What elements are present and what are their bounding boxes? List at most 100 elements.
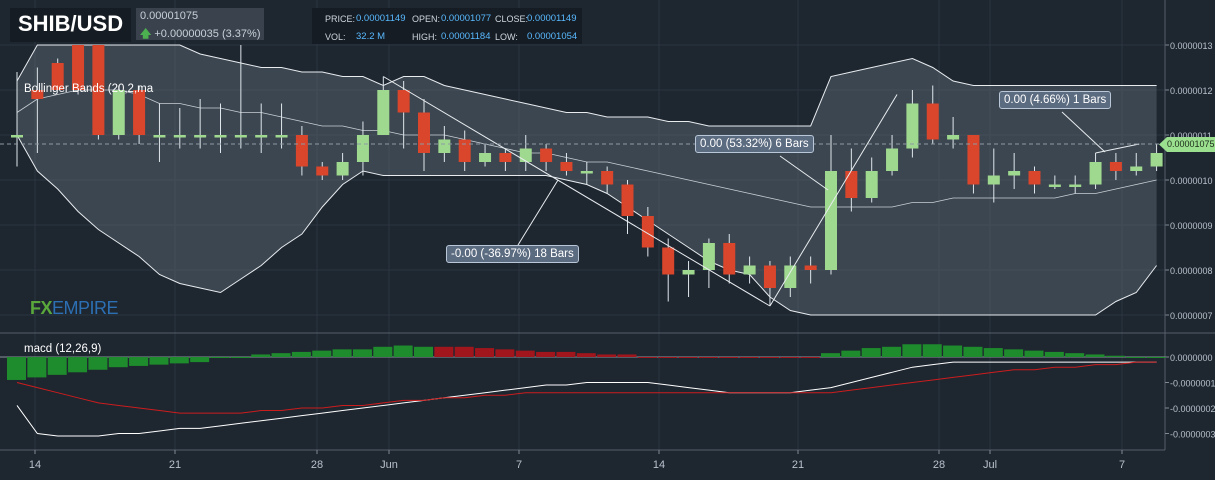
candle-body xyxy=(133,90,146,135)
vol-value: 32.2 M xyxy=(356,31,386,42)
candle-body xyxy=(1069,184,1082,187)
candle-body xyxy=(743,265,756,275)
candle-body xyxy=(92,45,105,135)
macd-histogram-bar xyxy=(352,349,372,357)
candle-body xyxy=(621,184,634,216)
macd-histogram-bar xyxy=(1105,355,1125,357)
x-tick-label: 28 xyxy=(933,459,945,471)
trend-line xyxy=(1095,143,1140,154)
price-label: PRICE: xyxy=(325,14,356,24)
candle-body xyxy=(377,90,390,135)
macd-histogram-bar xyxy=(515,350,535,357)
candle-body xyxy=(72,45,85,90)
macd-histogram-bar xyxy=(373,346,393,357)
macd-histogram-bar xyxy=(414,346,433,357)
macd-histogram-bar xyxy=(800,357,820,358)
x-tick-label: Jul xyxy=(983,459,997,471)
candle-body xyxy=(1109,162,1122,171)
candle-body xyxy=(31,90,44,99)
candle-body xyxy=(173,135,186,138)
candle-body xyxy=(702,243,715,270)
macd-histogram-bar xyxy=(230,357,250,358)
candle-body xyxy=(418,112,430,153)
macd-histogram-bar xyxy=(759,357,779,358)
open-value: 0.00001077 xyxy=(441,13,492,24)
macd-histogram-bar xyxy=(983,348,1003,357)
y-tick-label: -0.0000002 xyxy=(1170,404,1215,414)
macd-histogram-bar xyxy=(454,346,474,357)
candle-body xyxy=(601,171,614,185)
y-tick-label: 0.0000011 xyxy=(1170,131,1212,141)
y-tick-label: 0.0000007 xyxy=(1170,311,1213,321)
bollinger-upper-line xyxy=(16,44,1157,127)
macd-histogram-bar xyxy=(1044,351,1064,357)
candle-body xyxy=(51,63,64,90)
macd-histogram-bar xyxy=(780,357,800,358)
x-tick-label: 7 xyxy=(1119,459,1125,471)
macd-histogram-bar xyxy=(536,351,556,357)
current-price-flag: 0.00001075 xyxy=(1159,137,1215,152)
close-value: 0.00001149 xyxy=(527,13,577,24)
fxempire-logo: FXEMPIRE xyxy=(30,298,119,319)
candle-body xyxy=(255,135,268,138)
annotation-badge[interactable]: 0.00 (53.32%) 6 Bars xyxy=(695,135,814,153)
macd-histogram-bar xyxy=(556,351,576,357)
candle-body xyxy=(560,162,573,171)
macd-histogram-bar xyxy=(943,345,963,357)
y-tick-label: 0.0000000 xyxy=(1170,353,1213,363)
price-box xyxy=(136,8,264,40)
macd-histogram-bar xyxy=(1146,357,1166,358)
candle-body xyxy=(804,265,817,270)
macd-histogram-bar xyxy=(312,350,332,357)
annotation-badge[interactable]: -0.00 (-36.97%) 18 Bars xyxy=(446,245,579,263)
macd-label[interactable]: macd (12,26,9) xyxy=(24,343,102,355)
candle-body xyxy=(886,148,899,171)
macd-histogram-bar xyxy=(658,357,678,358)
candle-body xyxy=(275,135,288,138)
candle-body xyxy=(234,135,247,138)
trend-line xyxy=(383,76,771,307)
candle-body xyxy=(214,135,227,138)
macd-histogram-bar xyxy=(576,353,596,357)
header-price: 0.00001075 xyxy=(140,10,199,22)
high-label: HIGH: xyxy=(412,32,438,42)
candle-body xyxy=(295,135,308,167)
annotation-badge[interactable]: 0.00 (4.66%) 1 Bars xyxy=(999,91,1112,109)
candle-body xyxy=(112,90,125,135)
candle-body xyxy=(967,135,980,185)
y-tick-label: 0.0000008 xyxy=(1170,266,1213,276)
x-tick-label: 28 xyxy=(311,459,323,471)
candle-body xyxy=(784,265,797,288)
bollinger-label[interactable]: Bollinger Bands (20,2,ma xyxy=(24,83,154,95)
candle-body xyxy=(458,139,471,162)
macd-histogram-bar xyxy=(963,346,983,357)
candle-body xyxy=(763,265,776,288)
candle-body xyxy=(682,270,695,275)
x-tick-label: 14 xyxy=(29,459,41,471)
candle-body xyxy=(845,171,858,198)
candle-body xyxy=(865,171,878,198)
y-tick-label: -0.0000001 xyxy=(1170,379,1215,389)
candle-body xyxy=(1008,171,1021,176)
x-tick-label: 14 xyxy=(653,459,665,471)
candle-body xyxy=(641,216,654,248)
low-value: 0.00001054 xyxy=(527,31,578,42)
macd-histogram-bar xyxy=(47,357,67,375)
macd-histogram-bar xyxy=(902,344,922,357)
x-tick-label: 7 xyxy=(516,459,522,471)
macd-histogram-bar xyxy=(475,348,495,357)
macd-histogram-bar xyxy=(637,357,657,358)
trend-line xyxy=(769,94,898,307)
macd-histogram-bar xyxy=(7,357,26,380)
x-tick-label: 21 xyxy=(169,459,181,471)
candle-body xyxy=(11,135,23,138)
macd-histogram-bar xyxy=(1085,354,1105,357)
macd-histogram-bar xyxy=(861,348,881,357)
candle-body xyxy=(336,162,349,176)
macd-histogram-bar xyxy=(149,357,169,365)
macd-histogram-bar xyxy=(210,357,230,358)
macd-histogram-bar xyxy=(841,350,861,357)
candle-body xyxy=(947,135,960,140)
candle-body xyxy=(397,90,410,113)
